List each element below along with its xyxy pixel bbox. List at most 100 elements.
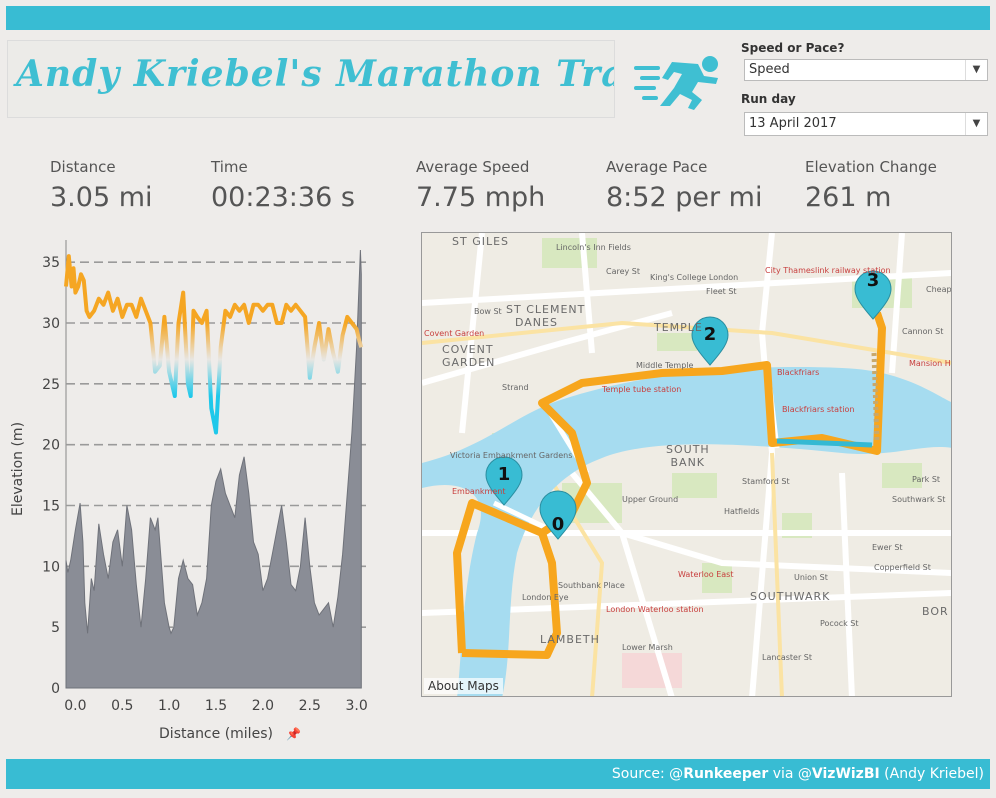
y-tick-label: 30: [42, 316, 60, 332]
kpi-average-pace: Average Pace 8:52 per mi: [606, 158, 762, 213]
map-place: Union St: [794, 573, 828, 582]
footer-author-link[interactable]: VizWizBI: [811, 766, 880, 782]
map-place: Copperfield St: [874, 563, 931, 572]
pin-icon: 📌: [286, 726, 301, 741]
map-place: London Waterloo station: [606, 605, 704, 614]
speed-line: [64, 254, 364, 435]
y-tick-label: 5: [51, 620, 60, 636]
map-canvas[interactable]: 0 1 2 3: [422, 233, 952, 697]
map-area-label: LAMBETH: [540, 633, 600, 646]
route-map[interactable]: 0 1 2 3 ST GILES ST CLEMENT DANES TEMPLE…: [421, 232, 952, 697]
map-place: King's College London: [650, 273, 739, 282]
svg-text:1: 1: [498, 464, 511, 485]
kpi-label: Time: [211, 158, 248, 176]
map-place: Lower Marsh: [622, 643, 673, 652]
kpi-average-speed: Average Speed 7.75 mph: [416, 158, 545, 213]
map-place: Pocock St: [820, 619, 859, 628]
map-place: London Eye: [522, 593, 569, 602]
footer-prefix: Source: @: [611, 766, 684, 782]
y-tick-label: 20: [42, 438, 60, 454]
svg-text:3: 3: [867, 270, 880, 291]
map-place: Cheap: [926, 285, 952, 294]
chevron-down-icon[interactable]: ▼: [965, 113, 987, 135]
y-tick-label: 0: [51, 681, 60, 697]
x-tick-label: 2.5: [299, 698, 321, 714]
svg-text:2: 2: [704, 324, 717, 345]
kpi-label: Distance: [50, 158, 116, 176]
footer-source-link[interactable]: Runkeeper: [683, 766, 769, 782]
map-place: Lancaster St: [762, 653, 813, 662]
x-tick-label: 0.5: [111, 698, 133, 714]
map-place: Temple tube station: [602, 385, 682, 394]
map-area-label: ST CLEMENT DANES: [506, 303, 586, 329]
svg-text:0: 0: [552, 514, 565, 535]
runner-icon: [634, 56, 718, 110]
map-marker-1[interactable]: 1: [485, 456, 523, 506]
map-place: Mansion House tube station: [909, 359, 951, 368]
kpi-value: 3.05 mi: [50, 182, 153, 213]
run-day-label: Run day: [741, 92, 796, 106]
run-day-dropdown[interactable]: 13 April 2017 ▼: [744, 112, 988, 136]
map-place: Ewer St: [872, 543, 903, 552]
run-day-value: 13 April 2017: [749, 116, 837, 131]
kpi-label: Elevation Change: [805, 158, 937, 176]
map-place: Hatfields: [724, 507, 760, 516]
map-place: City Thameslink railway station: [765, 266, 891, 275]
map-place: Covent Garden: [424, 329, 485, 338]
y-tick-label: 35: [42, 255, 60, 271]
kpi-value: 8:52 per mi: [606, 182, 763, 213]
map-area-label: ST GILES: [452, 235, 510, 248]
map-place: Southwark St: [892, 495, 946, 504]
kpi-label: Average Speed: [416, 158, 530, 176]
footer-mid: via @: [768, 766, 812, 782]
elevation-chart[interactable]: 0 5 10 15 20 25 30 35 0.0 0.5 1.0 1.5 2.0 2.5 3.0 Dista…: [8, 232, 388, 752]
footer-source: Source: @Runkeeper via @VizWizBI (Andy K…: [6, 759, 990, 789]
y-axis-label: Elevation (m): [10, 422, 26, 516]
map-area-label: COVENT GARDEN: [442, 343, 496, 369]
title-banner: Andy Kriebel's Marathon Training: [7, 40, 615, 118]
about-maps-link[interactable]: About Maps: [424, 678, 503, 694]
y-tick-label: 25: [42, 377, 60, 393]
kpi-value: 261 m: [805, 182, 892, 213]
page-title: Andy Kriebel's Marathon Training: [16, 53, 614, 95]
map-place: Carey St: [606, 267, 641, 276]
map-area-label: SOUTH BANK: [666, 443, 710, 469]
map-area-label: SOUTHWARK: [750, 590, 831, 603]
map-area-label: TEMPLE: [654, 321, 703, 334]
top-banner: [6, 6, 990, 30]
map-place: Bow St: [474, 307, 502, 316]
map-place: Park St: [912, 475, 941, 484]
map-place: Blackfriars: [777, 368, 820, 377]
y-tick-label: 15: [42, 499, 60, 515]
x-tick-label: 2.0: [252, 698, 274, 714]
map-place: Upper Ground: [622, 495, 679, 504]
map-marker-0[interactable]: 0: [539, 490, 577, 540]
x-tick-label: 1.5: [205, 698, 227, 714]
x-axis-label: Distance (miles): [159, 726, 273, 742]
footer-suffix: (Andy Kriebel): [879, 766, 984, 782]
map-place: Stamford St: [742, 477, 790, 486]
kpi-value: 7.75 mph: [416, 182, 546, 213]
map-place: Southbank Place: [558, 581, 625, 590]
map-place: Lincoln's Inn Fields: [556, 243, 631, 252]
speed-pace-dropdown[interactable]: Speed ▼: [744, 59, 988, 81]
map-place: Middle Temple: [636, 361, 694, 370]
map-place: Embankment: [452, 487, 506, 496]
elevation-chart-svg[interactable]: 0 5 10 15 20 25 30 35 0.0 0.5 1.0 1.5 2.0 2.5 3.0 Dista…: [8, 232, 388, 752]
speed-pace-value: Speed: [749, 62, 790, 77]
x-tick-label: 1.0: [158, 698, 180, 714]
speed-pace-label: Speed or Pace?: [741, 41, 845, 55]
x-tick-label: 3.0: [345, 698, 367, 714]
map-place: Waterloo East: [678, 570, 734, 579]
map-area-label: BOR: [922, 605, 949, 618]
map-place: Blackfriars station: [782, 405, 855, 414]
map-marker-2[interactable]: 2: [691, 316, 729, 366]
map-place: Cannon St: [902, 327, 944, 336]
map-place: Fleet St: [706, 287, 737, 296]
chevron-down-icon[interactable]: ▼: [965, 60, 987, 80]
kpi-label: Average Pace: [606, 158, 708, 176]
x-tick-label: 0.0: [64, 698, 86, 714]
kpi-distance: Distance 3.05 mi: [50, 158, 153, 213]
map-place: Strand: [502, 383, 529, 392]
map-marker-3[interactable]: 3: [854, 270, 892, 320]
